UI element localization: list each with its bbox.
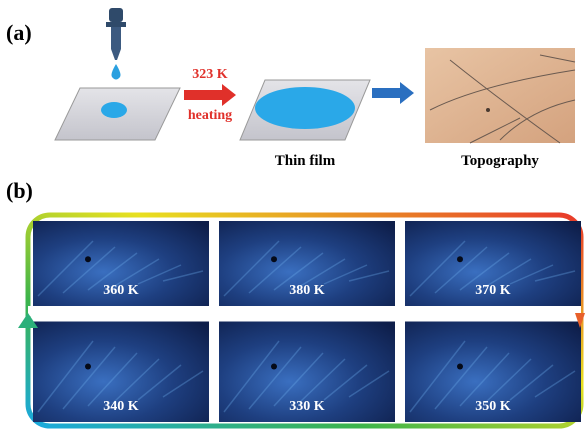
separator: [28, 306, 581, 316]
texture: [87, 352, 138, 407]
texture: [273, 252, 324, 291]
arrow-head: [575, 313, 585, 328]
defect: [457, 256, 463, 263]
texture: [509, 364, 554, 401]
texture: [459, 252, 510, 291]
droplet: [101, 102, 127, 118]
temperature-label: 350 K: [475, 399, 511, 414]
temperature-label: 370 K: [475, 283, 511, 298]
texture: [37, 340, 94, 413]
texture: [37, 240, 94, 297]
arrow-head: [18, 313, 38, 328]
process: heating: [188, 108, 232, 123]
texture: [137, 264, 182, 285]
texture: [484, 258, 532, 288]
texture: [534, 270, 576, 282]
temperature-label: 340 K: [103, 399, 139, 414]
panel-label: (a): [6, 20, 32, 45]
temperature: 323 K: [192, 67, 228, 82]
step-label: Thin film: [275, 153, 336, 169]
film: [255, 87, 355, 129]
temperature-label: 380 K: [289, 283, 325, 298]
micrograph: [219, 321, 395, 422]
micrograph: [405, 221, 581, 306]
texture: [162, 370, 204, 398]
texture: [348, 370, 390, 398]
texture: [298, 358, 346, 404]
texture: [137, 364, 182, 401]
texture: [484, 358, 532, 404]
texture: [248, 346, 302, 410]
micrograph: [219, 221, 395, 306]
defect: [457, 363, 463, 370]
step-label: Topography: [461, 153, 539, 169]
texture: [62, 346, 116, 410]
temperature-label: 330 K: [289, 399, 325, 414]
texture: [273, 352, 324, 407]
texture: [459, 352, 510, 407]
defect: [85, 363, 91, 370]
texture: [509, 264, 554, 285]
defect: [271, 256, 277, 263]
defect: [85, 256, 91, 263]
texture: [162, 270, 204, 282]
texture: [323, 264, 368, 285]
texture: [298, 258, 346, 288]
micrograph: [33, 221, 209, 306]
micrograph: [405, 321, 581, 422]
texture: [409, 340, 466, 413]
arrow: [184, 84, 236, 106]
texture: [534, 370, 576, 398]
panel-label: (b): [6, 178, 33, 203]
texture: [409, 240, 466, 297]
defect: [271, 363, 277, 370]
texture: [112, 358, 160, 404]
texture: [434, 246, 488, 294]
arrow: [372, 82, 414, 104]
dropper: [106, 8, 126, 80]
texture: [248, 246, 302, 294]
temperature-label: 360 K: [103, 283, 139, 298]
topography-image: [425, 48, 576, 144]
texture: [62, 246, 116, 294]
texture: [323, 364, 368, 401]
texture: [348, 270, 390, 282]
texture: [223, 340, 280, 413]
texture: [223, 240, 280, 297]
micrograph: [33, 321, 209, 422]
texture: [112, 258, 160, 288]
texture: [434, 346, 488, 410]
texture: [87, 252, 138, 291]
